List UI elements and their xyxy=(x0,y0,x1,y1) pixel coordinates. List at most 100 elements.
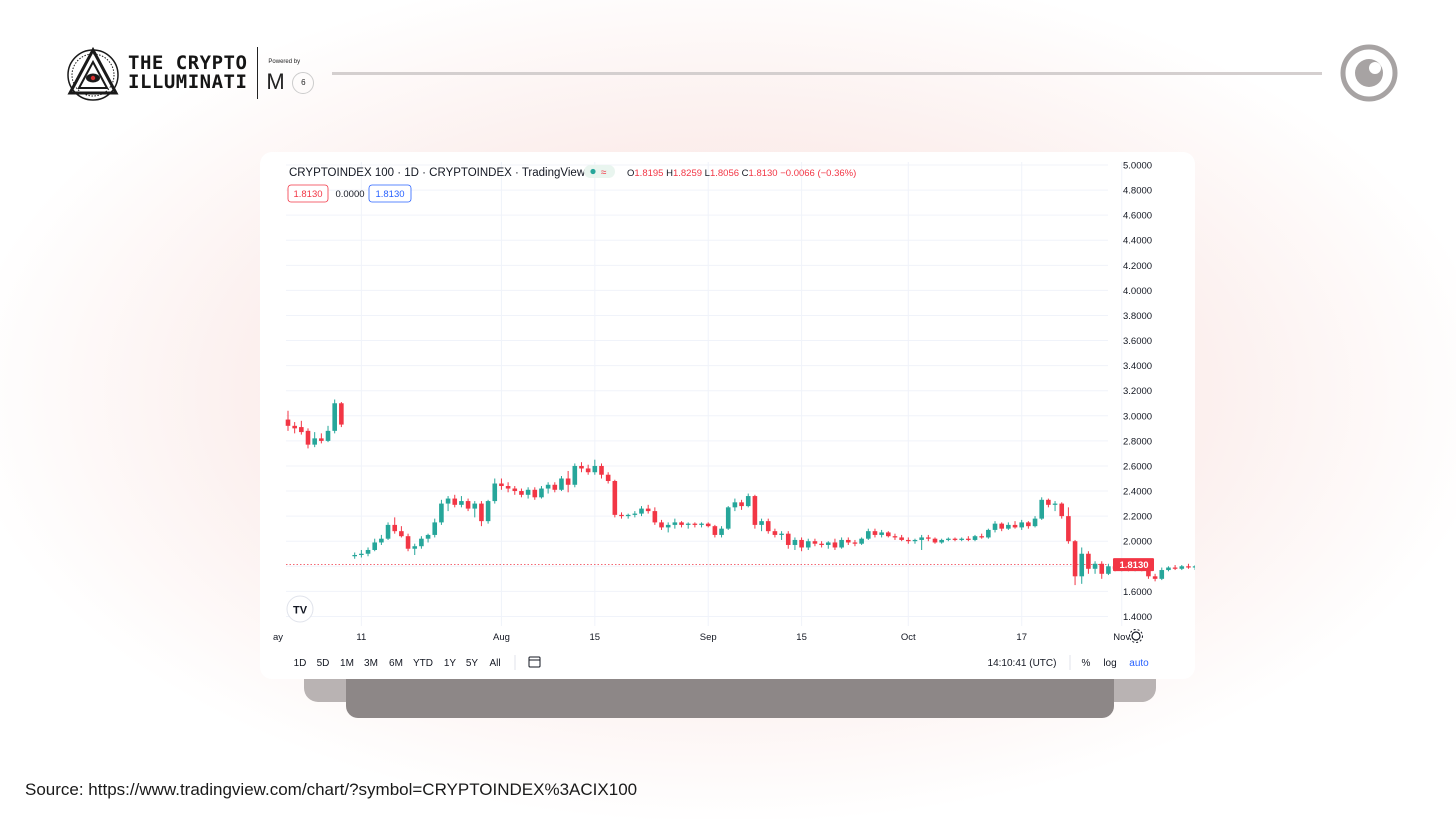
timeframe-button[interactable]: YTD xyxy=(413,658,433,669)
indicator-value-blue: 1.8130 xyxy=(375,189,404,200)
last-price-label: 1.8130 xyxy=(1119,560,1148,571)
candlestick-chart[interactable]: 5.0000 4.8000 4.6000 4.4000 4.2000 4.0000 3.80… xyxy=(260,152,1195,679)
x-tick-label: Aug xyxy=(493,632,510,643)
partner-letter: M xyxy=(266,69,285,94)
scale-option-percent[interactable]: % xyxy=(1082,658,1091,669)
candle-body xyxy=(625,514,631,517)
candle-body xyxy=(1006,524,1011,529)
candle-body xyxy=(1186,566,1191,568)
candle-body xyxy=(1019,522,1024,528)
candle-body xyxy=(792,539,798,545)
eye-icon xyxy=(1340,44,1398,102)
timeframe-button[interactable]: 1D xyxy=(294,658,307,669)
candle-body xyxy=(305,430,311,445)
candle-body xyxy=(605,474,611,482)
candle-body xyxy=(1159,570,1165,579)
candle-body xyxy=(892,536,898,538)
gear-icon[interactable] xyxy=(1131,631,1141,641)
candle-body xyxy=(785,533,791,545)
candle-body xyxy=(919,537,924,540)
candle-body xyxy=(1172,567,1178,569)
market-status-pill xyxy=(584,165,615,178)
candle-body xyxy=(405,536,411,549)
candle-body xyxy=(845,539,851,543)
candle-body xyxy=(319,438,324,441)
candle-body xyxy=(1086,553,1091,569)
candle-body xyxy=(725,507,731,529)
candle-body xyxy=(292,425,297,429)
candle-body xyxy=(1192,566,1195,568)
gear-teeth[interactable] xyxy=(1129,629,1143,643)
scale-option-log[interactable]: log xyxy=(1103,658,1116,669)
candle-body xyxy=(419,538,424,547)
candle-body xyxy=(1106,566,1111,574)
candle-body xyxy=(492,483,498,502)
candle-body xyxy=(592,465,598,473)
candle-body xyxy=(886,532,891,537)
x-tick-label: 15 xyxy=(796,632,807,643)
candle-body xyxy=(545,484,551,489)
y-tick-label: 2.6000 xyxy=(1123,461,1152,472)
candle-body xyxy=(966,538,971,540)
x-tick-label: Oct xyxy=(901,632,916,643)
candle-body xyxy=(745,496,751,507)
candle-body xyxy=(685,523,691,525)
candle-body xyxy=(1032,518,1038,527)
candle-body xyxy=(332,403,337,431)
illuminati-eye-triangle-icon xyxy=(67,46,119,101)
candle-body xyxy=(619,514,624,517)
x-tick-label: 17 xyxy=(1016,632,1027,643)
candle-body xyxy=(519,491,524,495)
scale-option-auto[interactable]: auto xyxy=(1129,658,1149,669)
date-range-icon[interactable] xyxy=(528,656,541,668)
candle-body xyxy=(772,531,778,535)
candle-body xyxy=(579,465,584,469)
timeframe-button[interactable]: 3M xyxy=(364,658,378,669)
candle-body xyxy=(459,501,464,505)
timeframe-button[interactable]: All xyxy=(489,658,500,669)
candle-body xyxy=(872,531,878,535)
brand-name: THE CRYPTO ILLUMINATI xyxy=(128,54,247,92)
candle-body xyxy=(992,523,998,530)
y-tick-label: 4.8000 xyxy=(1123,186,1152,197)
indicator-value-red: 1.8130 xyxy=(293,189,322,200)
brand-logo: THE CRYPTO ILLUMINATI Powered by M 6 xyxy=(66,44,326,102)
candle-body xyxy=(379,538,384,543)
candle-body xyxy=(559,478,564,490)
candle-body xyxy=(1152,576,1158,579)
candle-body xyxy=(312,438,317,445)
candle-body xyxy=(352,554,357,557)
candle-body xyxy=(926,537,931,539)
candle-body xyxy=(879,532,884,535)
candle-body xyxy=(385,524,391,539)
timeframe-button[interactable]: 1Y xyxy=(444,658,457,669)
candle-body xyxy=(399,531,404,537)
candle-body xyxy=(779,533,784,535)
timeframe-button[interactable]: 5Y xyxy=(466,658,479,669)
candle-body xyxy=(1052,503,1058,505)
candle-body xyxy=(1039,499,1045,519)
candle-body xyxy=(645,508,651,512)
candle-body xyxy=(906,539,911,542)
indicator-chip-blue xyxy=(368,184,412,203)
candle-body xyxy=(612,481,618,515)
candle-body xyxy=(952,538,958,540)
y-tick-label: 3.8000 xyxy=(1123,311,1152,322)
candle-body xyxy=(365,549,371,554)
timeframe-button[interactable]: 5D xyxy=(317,658,330,669)
candle-body xyxy=(499,483,504,487)
candle-body xyxy=(339,403,344,425)
candle-body xyxy=(652,511,658,523)
market-open-dot-icon xyxy=(590,168,596,175)
candle-body xyxy=(1059,503,1065,517)
x-tick-label: Nov xyxy=(1113,632,1130,643)
timeframe-button[interactable]: 1M xyxy=(340,658,354,669)
y-tick-label: 2.0000 xyxy=(1123,537,1152,548)
candle-body xyxy=(986,529,991,538)
utc-clock: 14:10:41 (UTC) xyxy=(988,658,1057,669)
powered-by-label: Powered by xyxy=(268,59,301,65)
candle-body xyxy=(505,486,511,489)
x-tick-label: Sep xyxy=(700,632,717,643)
candle-body xyxy=(539,488,544,498)
timeframe-button[interactable]: 6M xyxy=(389,658,403,669)
